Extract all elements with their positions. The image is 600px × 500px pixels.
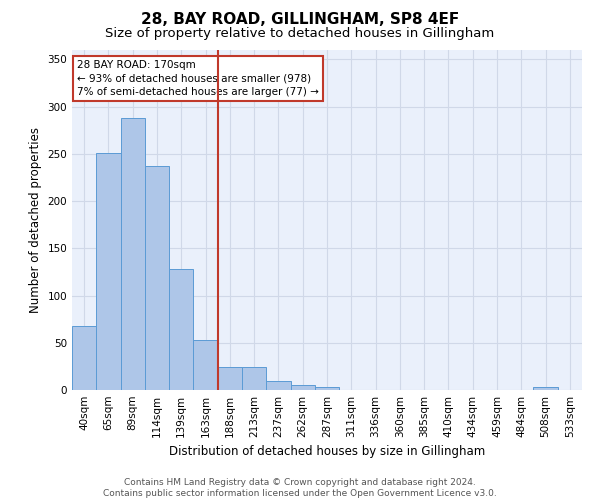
- Bar: [193, 340, 218, 390]
- Text: Contains HM Land Registry data © Crown copyright and database right 2024.
Contai: Contains HM Land Registry data © Crown c…: [103, 478, 497, 498]
- X-axis label: Distribution of detached houses by size in Gillingham: Distribution of detached houses by size …: [169, 446, 485, 458]
- Text: Size of property relative to detached houses in Gillingham: Size of property relative to detached ho…: [106, 28, 494, 40]
- Text: 28, BAY ROAD, GILLINGHAM, SP8 4EF: 28, BAY ROAD, GILLINGHAM, SP8 4EF: [141, 12, 459, 28]
- Bar: [218, 368, 242, 390]
- Text: 28 BAY ROAD: 170sqm
← 93% of detached houses are smaller (978)
7% of semi-detach: 28 BAY ROAD: 170sqm ← 93% of detached ho…: [77, 60, 319, 96]
- Bar: [145, 166, 169, 390]
- Bar: [72, 326, 96, 390]
- Bar: [533, 387, 558, 390]
- Bar: [315, 387, 339, 390]
- Bar: [121, 118, 145, 390]
- Bar: [169, 269, 193, 390]
- Bar: [242, 368, 266, 390]
- Y-axis label: Number of detached properties: Number of detached properties: [29, 127, 42, 313]
- Bar: [266, 380, 290, 390]
- Bar: [290, 386, 315, 390]
- Bar: [96, 153, 121, 390]
